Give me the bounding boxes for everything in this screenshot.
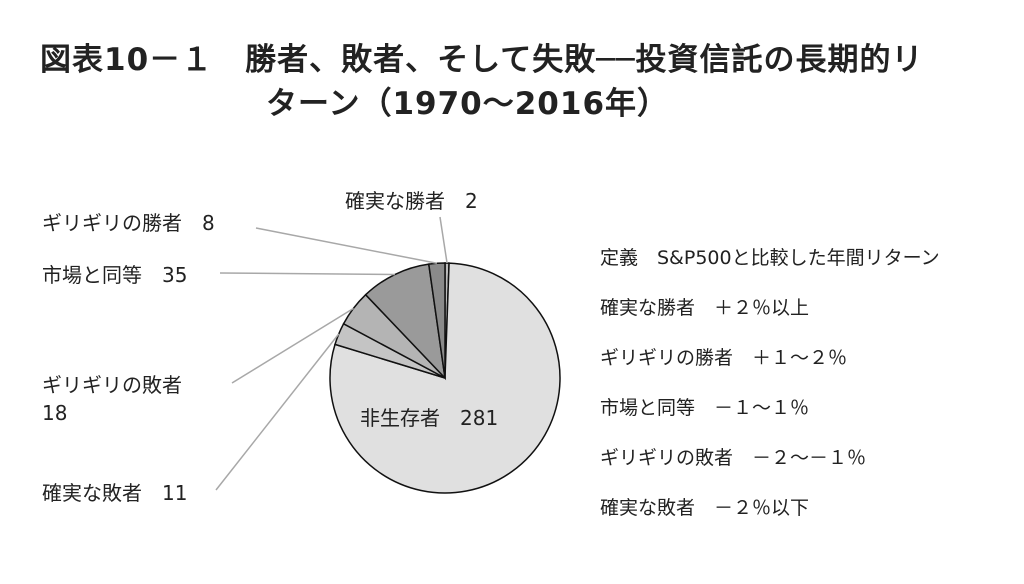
label-narrow-loser-value: 18 bbox=[42, 401, 67, 425]
legend-definition: 定義 S&P500と比較した年間リターン bbox=[600, 247, 940, 269]
label-market-equal: 市場と同等 35 bbox=[42, 263, 187, 287]
legend-item-sure-winner: 確実な勝者 ＋２％以上 bbox=[600, 297, 810, 319]
leader-narrow-loser bbox=[231, 307, 354, 384]
label-narrow-loser: ギリギリの敗者 bbox=[42, 373, 182, 397]
leader-lines bbox=[215, 216, 448, 491]
legend-item-narrow-winner: ギリギリの勝者 ＋１～２％ bbox=[600, 347, 848, 369]
title-line-1: 図表10－１ 勝者、敗者、そして失敗──投資信託の長期的リ bbox=[40, 42, 924, 78]
label-narrow-winner: ギリギリの勝者 8 bbox=[42, 211, 215, 235]
leader-market-equal bbox=[219, 272, 395, 276]
title-line-2: ターン（1970～2016年） bbox=[266, 86, 670, 122]
legend-item-narrow-loser: ギリギリの敗者 －２～－１％ bbox=[600, 447, 867, 469]
leader-sure-loser bbox=[215, 333, 340, 491]
leader-sure-winner bbox=[439, 216, 448, 264]
label-non-survivor: 非生存者 281 bbox=[360, 406, 498, 430]
chart-title: 図表10－１ 勝者、敗者、そして失敗──投資信託の長期的リ ターン（1970～2… bbox=[40, 38, 924, 126]
label-sure-winner: 確実な勝者 2 bbox=[345, 189, 478, 213]
legend-item-sure-loser: 確実な敗者 －２％以下 bbox=[600, 497, 810, 519]
label-sure-loser: 確実な敗者 11 bbox=[42, 481, 187, 505]
leader-narrow-winner bbox=[255, 227, 438, 265]
legend: 定義 S&P500と比較した年間リターン 確実な勝者 ＋２％以上 ギリギリの勝者… bbox=[600, 243, 940, 543]
legend-item-market-equal: 市場と同等 －１～１％ bbox=[600, 397, 810, 419]
pie-slices bbox=[329, 262, 561, 494]
